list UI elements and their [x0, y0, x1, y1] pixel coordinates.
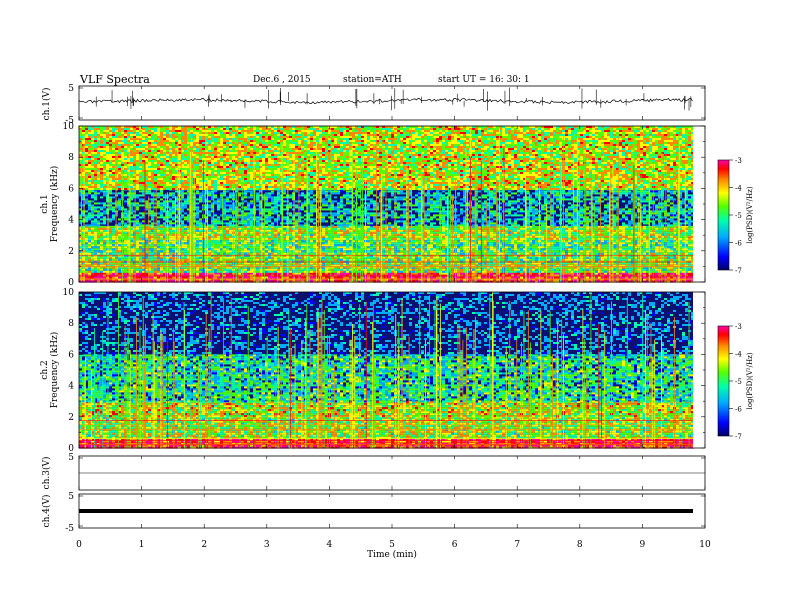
x-tick-label: 7 — [514, 540, 520, 550]
vlf-spectra-figure: VLF Spectra Dec.6 , 2015 station=ATH sta… — [0, 0, 792, 612]
ch1-spectrogram-ytick-label: 2 — [68, 247, 74, 257]
ch1-trace-panel — [79, 86, 705, 120]
x-tick-label: 5 — [389, 540, 395, 550]
ch2-colorbar: -3 -4 -5 -6 -7 log(PSD)(V²/Hz) — [718, 323, 754, 441]
x-tick-label: 8 — [577, 540, 583, 550]
x-axis-label: Time (min) — [367, 549, 417, 560]
ch2-spectrogram-ytick-label: 10 — [63, 288, 75, 298]
ch1-spectrogram-ylabel-freq: Frequency (kHz) — [49, 166, 60, 243]
ch1-spectrogram-ytick-label: 4 — [68, 216, 74, 226]
ch1-colorbar-tick: -4 — [735, 185, 742, 193]
ch2-spectrogram-ytick-label: 6 — [68, 350, 74, 360]
ch1-colorbar: -3 -4 -5 -6 -7 log(PSD)(V²/Hz) — [718, 157, 754, 275]
x-tick-label: 9 — [640, 540, 646, 550]
ch2-colorbar-tick: -7 — [735, 433, 742, 441]
ch3-ytick-label: 5 — [68, 453, 74, 463]
ch2-colorbar-tick: -6 — [735, 406, 742, 414]
x-tick-label: 2 — [201, 540, 207, 550]
ch1-colorbar-label: log(PSD)(V²/Hz) — [746, 186, 754, 243]
ch1-spectrogram-ylabel-ch: ch.1 — [40, 194, 50, 213]
ch3-ylabel: ch.3(V) — [41, 457, 52, 490]
station-label: station=ATH — [343, 75, 402, 85]
x-tick-label: 3 — [264, 540, 270, 550]
ch2-colorbar-tick: -3 — [735, 323, 742, 331]
ch1-colorbar-tick: -6 — [735, 240, 742, 248]
ch1-ylabel: ch.1(V) — [41, 88, 52, 121]
ch4-ylabel: ch.4(V) — [41, 495, 52, 528]
ch1-spectrogram-ytick-label: 6 — [68, 184, 74, 194]
ch2-colorbar-tick: -5 — [735, 378, 742, 386]
ch2-spectrogram-panel — [79, 292, 705, 449]
ch2-spectrogram-ytick-label: 2 — [68, 413, 74, 423]
ch1-colorbar-tick: -7 — [735, 267, 742, 275]
ch2-spectrogram-ylabel-ch: ch.2 — [40, 360, 50, 379]
ch1-spectrogram-ytick-label: 8 — [68, 153, 74, 163]
ch4-ytick-label: -5 — [65, 524, 74, 534]
ch4-ytick-label: 5 — [68, 492, 74, 502]
figure-title: VLF Spectra — [79, 73, 150, 86]
x-tick-label: 0 — [76, 540, 82, 550]
date-label: Dec.6 , 2015 — [253, 75, 311, 85]
x-tick-label: 4 — [327, 540, 333, 550]
ch4-trace — [79, 509, 693, 513]
ch1-spectrogram-ytick-label: 10 — [63, 122, 75, 132]
ch1-spectrogram-ytick-label: 0 — [68, 278, 74, 288]
x-tick-label: 1 — [139, 540, 145, 550]
ch1-spectrogram-panel — [79, 126, 705, 283]
ch1-colorbar-tick: -3 — [735, 157, 742, 165]
ch2-spectrogram-ylabel-freq: Frequency (kHz) — [49, 332, 60, 409]
ch2-colorbar-label: log(PSD)(V²/Hz) — [746, 352, 754, 409]
ch2-spectrogram-ytick-label: 4 — [68, 382, 74, 392]
x-tick-label: 6 — [452, 540, 458, 550]
ch1-ytick-label: 5 — [68, 84, 74, 94]
ch2-colorbar-tick: -4 — [735, 351, 742, 359]
start-time-label: start UT = 16: 30: 1 — [438, 75, 530, 85]
ch2-spectrogram-ytick-label: 8 — [68, 319, 74, 329]
ch1-colorbar-tick: -5 — [735, 212, 742, 220]
x-tick-label: 10 — [699, 540, 711, 550]
